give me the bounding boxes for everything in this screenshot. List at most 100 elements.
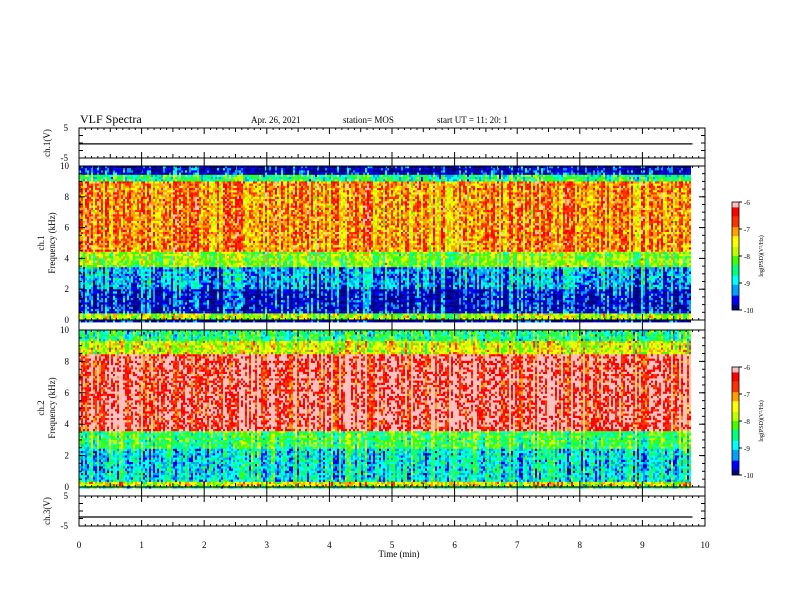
spectrogram-cell: [149, 296, 151, 298]
spectrogram-cell: [125, 214, 127, 216]
spectrogram-cell: [123, 309, 125, 311]
spectrogram-cell: [149, 256, 151, 258]
spectrogram-cell: [143, 177, 145, 179]
spectrogram-cell: [87, 311, 89, 313]
spectrogram-cell: [95, 212, 97, 214]
spectrogram-cell: [83, 298, 85, 300]
spectrogram-cell: [129, 201, 131, 203]
spectrogram-cell: [137, 234, 139, 236]
spectrogram-cell: [95, 214, 97, 216]
spectrogram-cell: [129, 309, 131, 311]
spectrogram-cell: [157, 241, 159, 243]
spectrogram-cell: [81, 285, 83, 287]
spectrogram-cell: [153, 291, 155, 293]
spectrogram-cell: [99, 298, 101, 300]
spectrogram-cell: [163, 232, 165, 234]
spectrogram-cell: [133, 302, 135, 304]
spectrogram-cell: [127, 206, 129, 208]
spectrogram-cell: [89, 175, 91, 177]
spectrogram-cell: [109, 254, 111, 256]
spectrogram-cell: [101, 258, 103, 260]
spectrogram-cell: [97, 316, 99, 318]
spectrogram-cell: [133, 190, 135, 192]
spectrogram-cell: [117, 252, 119, 254]
spectrogram-cell: [111, 291, 113, 293]
spectrogram-cell: [91, 300, 93, 302]
spectrogram-cell: [141, 278, 143, 280]
spectrogram-cell: [87, 298, 89, 300]
spectrogram-cell: [115, 258, 117, 260]
spectrogram-cell: [143, 212, 145, 214]
spectrogram-cell: [99, 276, 101, 278]
spectrogram-cell: [105, 206, 107, 208]
spectrogram-cell: [143, 261, 145, 263]
spectrogram-cell: [151, 214, 153, 216]
spectrogram-cell: [95, 170, 97, 172]
spectrogram-cell: [99, 250, 101, 252]
spectrogram-cell: [123, 254, 125, 256]
spectrogram-cell: [125, 294, 127, 296]
spectrogram-cell: [113, 228, 115, 230]
spectrogram-cell: [85, 313, 87, 315]
spectrogram-cell: [111, 263, 113, 265]
spectrogram-cell: [137, 305, 139, 307]
spectrogram-cell: [151, 289, 153, 291]
spectrogram-cell: [137, 241, 139, 243]
spectrogram-cell: [117, 184, 119, 186]
spectrogram-cell: [125, 228, 127, 230]
spectrogram-cell: [157, 234, 159, 236]
spectrogram-cell: [163, 177, 165, 179]
spectrogram-cell: [159, 245, 161, 247]
spectrogram-cell: [113, 245, 115, 247]
spectrogram-cell: [89, 179, 91, 181]
spectrogram-cell: [111, 223, 113, 225]
spectrogram-cell: [121, 276, 123, 278]
spectrogram-cell: [153, 311, 155, 313]
spectrogram-cell: [159, 261, 161, 263]
spectrogram-cell: [91, 285, 93, 287]
spectrogram-cell: [139, 256, 141, 258]
spectrogram-cell: [95, 186, 97, 188]
spectrogram-cell: [123, 195, 125, 197]
spectrogram-cell: [93, 195, 95, 197]
spectrogram-cell: [87, 179, 89, 181]
spectrogram-cell: [147, 201, 149, 203]
spectrogram-cell: [131, 228, 133, 230]
spectrogram-cell: [91, 210, 93, 212]
spectrogram-cell: [159, 192, 161, 194]
spectrogram-cell: [125, 283, 127, 285]
spectrogram-cell: [107, 223, 109, 225]
spectrogram-cell: [125, 258, 127, 260]
spectrogram-cell: [91, 278, 93, 280]
spectrogram-cell: [115, 269, 117, 271]
spectrogram-cell: [151, 291, 153, 293]
spectrogram-cell: [139, 269, 141, 271]
spectrogram-cell: [111, 258, 113, 260]
spectrogram-cell: [133, 294, 135, 296]
spectrogram-cell: [85, 173, 87, 175]
spectrogram-cell: [159, 199, 161, 201]
spectrogram-cell: [145, 177, 147, 179]
spectrogram-cell: [121, 175, 123, 177]
spectrogram-cell: [139, 300, 141, 302]
spectrogram-cell: [159, 278, 161, 280]
spectrogram-cell: [143, 263, 145, 265]
spectrogram-cell: [105, 188, 107, 190]
spectrogram-cell: [97, 274, 99, 276]
spectrogram-cell: [117, 305, 119, 307]
spectrogram-cell: [157, 291, 159, 293]
spectrogram-cell: [113, 313, 115, 315]
spectrogram-cell: [129, 267, 131, 269]
spectrogram-cell: [131, 274, 133, 276]
spectrogram-cell: [89, 247, 91, 249]
spectrogram-cell: [121, 316, 123, 318]
spectrogram-cell: [107, 195, 109, 197]
spectrogram-cell: [139, 188, 141, 190]
spectrogram-cell: [85, 283, 87, 285]
spectrogram-cell: [123, 168, 125, 170]
spectrogram-cell: [95, 283, 97, 285]
spectrogram-cell: [161, 184, 163, 186]
spectrogram-cell: [109, 197, 111, 199]
spectrogram-cell: [93, 311, 95, 313]
spectrogram-cell: [83, 245, 85, 247]
